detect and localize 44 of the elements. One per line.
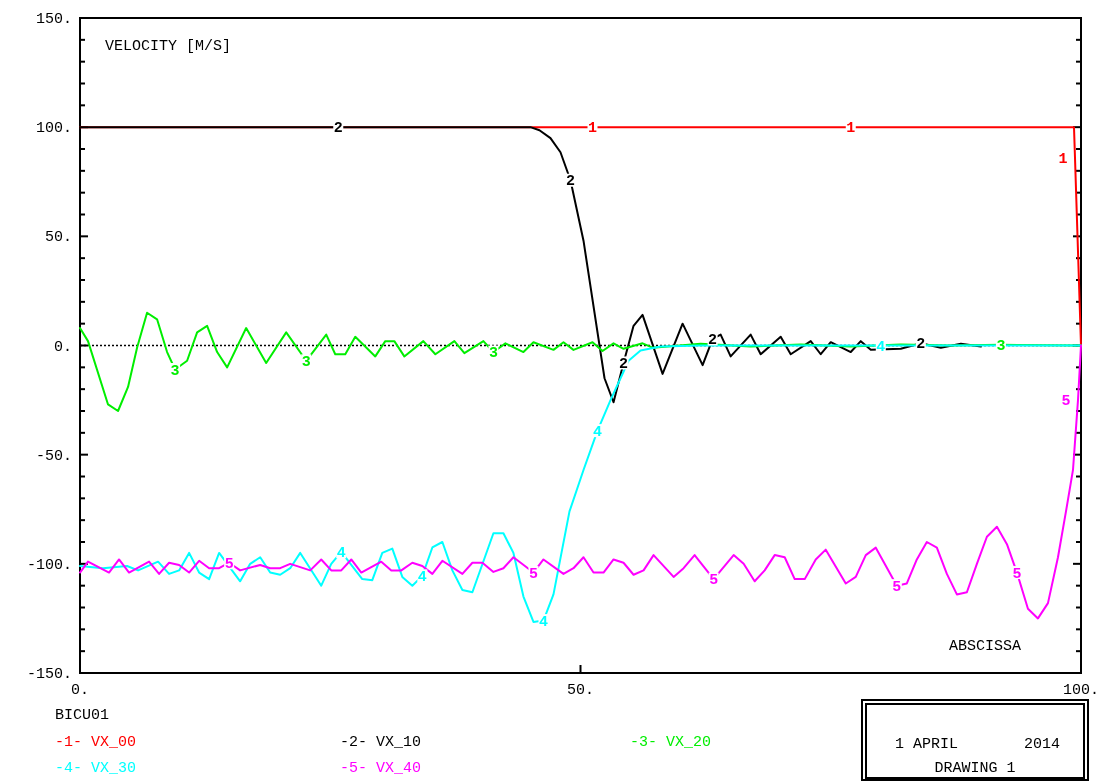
text: -2- VX_10 (340, 734, 422, 751)
y-tick-label: -100. (26, 556, 72, 574)
x-tick-label: 50. (566, 682, 595, 699)
annotation: 5 (892, 578, 902, 596)
text: -3- VX_20 (630, 734, 712, 751)
annotation: 2 (619, 355, 629, 373)
text: 1 APRIL (895, 736, 959, 753)
annotation: 2 (565, 173, 575, 191)
y-axis-title: VELOCITY [M/S] (105, 38, 232, 55)
text: -1- VX_00 (55, 734, 137, 751)
annotation: 5 (224, 555, 234, 573)
annotation: 3 (170, 362, 180, 380)
annotation: 1 (588, 120, 598, 138)
text: DRAWING 1 (934, 760, 1016, 777)
annotation: 4 (876, 338, 886, 356)
x-tick-label: 100. (1062, 682, 1100, 699)
annotation: 2 (916, 336, 926, 354)
y-tick-label: 50. (44, 229, 72, 247)
annotation: 2 (708, 331, 718, 349)
annotation: 3 (488, 345, 498, 363)
text: -4- VX_30 (55, 760, 137, 777)
annotation: 5 (528, 565, 538, 583)
annotation: 5 (1061, 393, 1071, 411)
annotation: 3 (301, 353, 311, 371)
y-tick-label: 0. (53, 338, 72, 356)
annotation: 3 (996, 337, 1006, 355)
x-tick-label: 0. (70, 682, 90, 699)
x-axis-title: ABSCISSA (948, 638, 1021, 655)
y-tick-label: 150. (35, 11, 72, 28)
annotation: 2 (333, 120, 343, 138)
y-tick-label: -150. (26, 666, 72, 683)
text: BICU01 (55, 707, 110, 724)
text: 2014 (1023, 736, 1060, 753)
annotation: 5 (1012, 565, 1022, 583)
annotation: 4 (593, 423, 603, 441)
annotation: 1 (846, 120, 856, 138)
y-tick-label: 100. (35, 120, 72, 138)
annotation: 1 (1058, 150, 1068, 168)
annotation: 4 (336, 544, 346, 562)
text: -5- VX_40 (340, 760, 422, 777)
annotation: 4 (417, 568, 427, 586)
y-tick-label: -50. (35, 447, 72, 465)
annotation: 5 (709, 572, 719, 590)
annotation: 4 (538, 613, 548, 631)
